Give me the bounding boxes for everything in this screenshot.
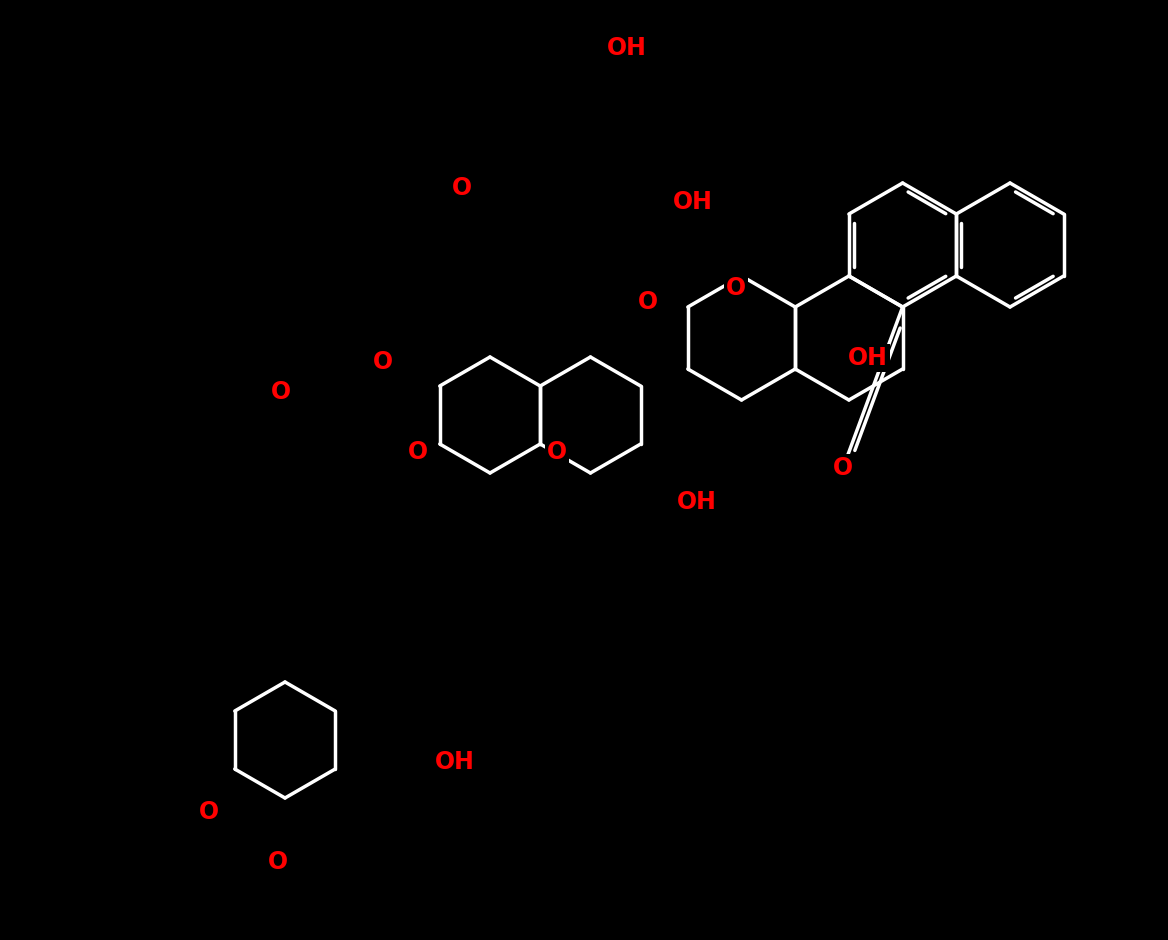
Text: O: O [199, 800, 220, 824]
Text: OH: OH [607, 36, 647, 60]
Text: O: O [373, 350, 394, 374]
Text: O: O [833, 456, 853, 480]
Text: OH: OH [673, 190, 712, 214]
Text: O: O [547, 440, 566, 464]
Text: O: O [638, 290, 658, 314]
Text: OH: OH [434, 750, 475, 774]
Text: O: O [271, 380, 291, 404]
Text: O: O [408, 440, 427, 464]
Text: O: O [452, 176, 472, 200]
Text: O: O [267, 850, 288, 874]
Text: O: O [726, 276, 746, 300]
Text: OH: OH [848, 346, 888, 370]
Text: OH: OH [677, 490, 717, 514]
